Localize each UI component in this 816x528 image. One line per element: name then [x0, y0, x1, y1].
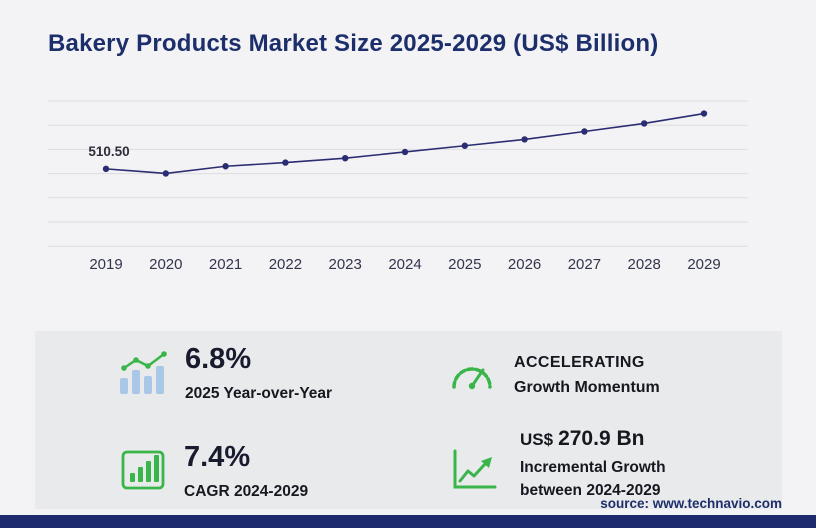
source-text: source: www.technavio.com	[600, 496, 782, 511]
yoy-label: 2025 Year-over-Year	[185, 385, 333, 402]
x-axis-label: 2028	[627, 256, 661, 273]
x-axis-label: 2019	[89, 256, 123, 273]
x-axis-label: 2021	[208, 256, 243, 273]
currency-prefix: US$	[520, 430, 554, 449]
x-axis-label: 2029	[687, 256, 721, 273]
cagr-bars-icon	[121, 450, 165, 490]
data-point	[461, 142, 468, 149]
incremental-growth-label-2: between 2024-2029	[520, 482, 661, 499]
x-axis: 2019 2020 2021 2022 2023 2024 2025 2026 2027 2028…	[48, 256, 748, 278]
incremental-growth-icon	[453, 449, 497, 489]
x-axis-label: 2022	[268, 256, 303, 273]
momentum-line2: Growth Momentum	[514, 379, 660, 396]
data-point	[521, 136, 528, 143]
data-point	[581, 128, 588, 135]
data-point	[222, 163, 229, 170]
stats-panel: 6.8% 2025 Year-over-Year ACCELERATING Gr…	[35, 331, 782, 509]
x-axis-label: 2027	[567, 256, 602, 273]
x-axis-label: 2026	[507, 256, 542, 273]
x-axis-label: 2024	[388, 256, 422, 273]
data-point	[401, 148, 409, 156]
data-point	[641, 120, 648, 127]
incremental-growth-value: US$ 270.9 Bn	[520, 428, 644, 449]
speedometer-icon	[452, 367, 492, 390]
x-axis-label: 2023	[328, 256, 362, 273]
first-point-value-label: 510.50	[88, 144, 129, 159]
yoy-value: 6.8%	[185, 343, 252, 375]
incremental-growth-label-1: Incremental Growth	[520, 459, 666, 476]
data-point	[102, 165, 110, 173]
x-axis-label: 2025	[448, 256, 482, 273]
x-axis-label: 2020	[149, 256, 183, 273]
market-size-line-chart: 510.50	[48, 100, 748, 247]
page-title: Bakery Products Market Size 2025-2029 (U…	[48, 30, 659, 58]
amount: 270.9 Bn	[558, 427, 645, 450]
data-point	[162, 170, 169, 177]
yoy-trend-icon	[120, 351, 167, 394]
data-point	[342, 154, 349, 162]
momentum-line1: ACCELERATING	[514, 354, 645, 371]
data-point	[700, 110, 708, 117]
data-point	[282, 159, 289, 166]
cagr-label: CAGR 2024-2029	[184, 483, 309, 500]
bottom-bar	[0, 515, 816, 528]
cagr-value: 7.4%	[184, 441, 251, 473]
series-line	[105, 112, 705, 175]
